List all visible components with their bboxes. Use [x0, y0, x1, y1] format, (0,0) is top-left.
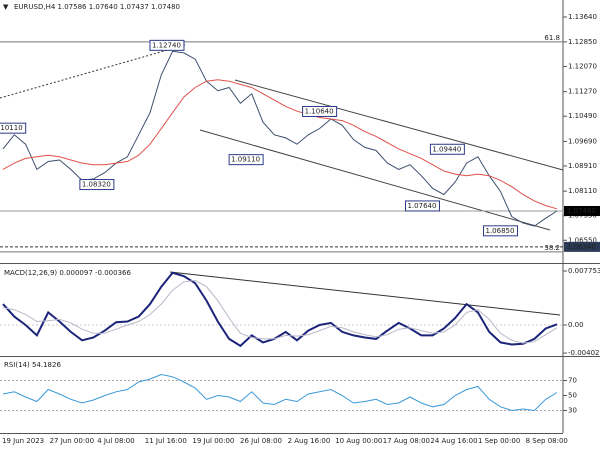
- x-tick-label: 26 Jul 08:00: [240, 437, 282, 445]
- price-label: 1.10110: [0, 124, 23, 132]
- price-tag: [564, 205, 600, 216]
- y-tick-label: 1.06550: [568, 236, 597, 244]
- y-tick-label: 0.007753: [568, 267, 600, 275]
- x-tick-label: 8 Sep 08:00: [526, 437, 568, 445]
- x-tick-label: 11 Jul 16:00: [145, 437, 187, 445]
- price-label-box: [149, 39, 185, 51]
- series-line: [2, 79, 558, 210]
- x-tick-label: 4 Jul 08:00: [97, 437, 135, 445]
- price-label: 1.06850: [486, 227, 515, 235]
- x-tick-label: 19 Jun 2023: [2, 437, 44, 445]
- price-label: 1.09110: [231, 156, 260, 164]
- y-tick-label: 70: [568, 377, 577, 385]
- price-label: 1.08320: [82, 181, 111, 189]
- y-tick-label: 1.11270: [568, 88, 597, 96]
- y-tick-label: 1.13640: [568, 13, 597, 21]
- y-tick-label: 1.09690: [568, 137, 597, 145]
- x-tick-label: 10 Aug 00:00: [335, 437, 382, 445]
- price-tag: [564, 241, 600, 252]
- y-tick-label: 0.00: [568, 321, 584, 329]
- price-label-box: [483, 225, 519, 237]
- price-label-box: [404, 200, 440, 212]
- price-label: 1.07640: [407, 202, 436, 210]
- price-label-box: [79, 179, 115, 191]
- price-label-box: [302, 105, 338, 117]
- series-line: [2, 373, 558, 412]
- y-tick-label: 30: [568, 407, 577, 415]
- price-label: 1.09440: [432, 145, 461, 153]
- macd-trend-line: [169, 271, 561, 316]
- price-label-box: [429, 143, 465, 155]
- price-label-box: [0, 122, 27, 134]
- plot-layer: EURUSD,H4 1.07586 1.07640 1.07437 1.0748…: [0, 3, 600, 445]
- trend-line: [0, 44, 186, 99]
- y-tick-label: 1.12070: [568, 62, 597, 70]
- panel-title: EURUSD,H4 1.07586 1.07640 1.07437 1.0748…: [14, 3, 180, 11]
- panel-title: MACD(12,26,9) 0.000097 -0.000366: [4, 269, 131, 277]
- price-label: 1.10640: [305, 107, 334, 115]
- y-tick-label: 50: [568, 392, 577, 400]
- price-tag-label: 1.06340: [567, 243, 596, 251]
- y-tick-label: 1.12850: [568, 38, 597, 46]
- x-tick-label: 2 Aug 16:00: [288, 437, 331, 445]
- series-line: [2, 279, 558, 344]
- fib-label: 61.8: [544, 34, 560, 42]
- price-tag-label: 1.07480: [567, 207, 596, 215]
- price-label: 1.12740: [152, 41, 181, 49]
- symbol-icon: ▼: [3, 3, 9, 11]
- x-tick-label: 1 Sep 00:00: [478, 437, 520, 445]
- x-tick-label: 17 Aug 08:00: [383, 437, 430, 445]
- x-tick-label: 19 Jul 00:00: [192, 437, 234, 445]
- series-line: [2, 50, 558, 227]
- channel-line: [199, 129, 551, 231]
- y-tick-label: 1.08110: [568, 187, 597, 195]
- x-tick-label: 24 Aug 16:00: [430, 437, 477, 445]
- panel-title: RSI(14) 54.1826: [4, 361, 61, 369]
- y-tick-label: 1.10490: [568, 112, 597, 120]
- y-tick-label: 1.08910: [568, 162, 597, 170]
- channel-line: [234, 79, 564, 171]
- series-line: [2, 271, 558, 348]
- x-tick-label: 27 Jun 00:00: [50, 437, 94, 445]
- price-label-box: [228, 154, 264, 166]
- fib-label: 38.2: [544, 244, 560, 252]
- y-tick-label: -0.004027: [568, 349, 600, 357]
